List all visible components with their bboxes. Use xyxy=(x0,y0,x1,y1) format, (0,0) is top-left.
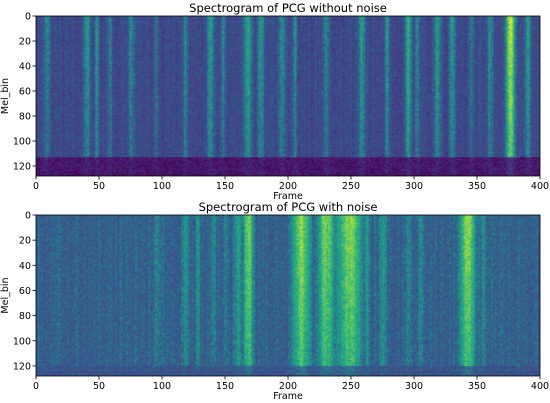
x-ticks: 0 50 100 150 200 250 300 350 400 xyxy=(33,176,549,192)
x-tick-label: 50 xyxy=(93,381,105,392)
x-axis-label: Frame xyxy=(273,191,303,202)
x-tick-label: 150 xyxy=(216,181,234,192)
y-tick-label: 20 xyxy=(19,37,31,48)
y-tick-label: 60 xyxy=(19,87,31,98)
x-axis-label: Frame xyxy=(273,391,303,402)
x-tick-label: 300 xyxy=(405,381,423,392)
y-tick-label: 0 xyxy=(25,12,31,23)
spectrogram-plot-with-noise: Spectrogram of PCG with noise 0 50 100 150 2… xyxy=(0,200,549,402)
y-tick-label: 80 xyxy=(19,112,31,123)
y-tick-label: 40 xyxy=(19,261,31,272)
x-ticks: 0 50 100 150 200 250 300 350 400 xyxy=(33,376,549,392)
y-tick-label: 0 xyxy=(25,211,31,222)
y-tick-label: 40 xyxy=(19,62,31,73)
y-tick-label: 100 xyxy=(13,137,31,148)
x-tick-label: 400 xyxy=(531,381,549,392)
x-tick-label: 250 xyxy=(342,381,360,392)
y-tick-label: 100 xyxy=(13,336,31,347)
y-tick-label: 60 xyxy=(19,286,31,297)
x-tick-label: 50 xyxy=(93,181,105,192)
y-axis-label: Mel_bin xyxy=(0,277,11,313)
spectrogram-plot-without-noise: Spectrogram of PCG without noise 0 50 100 1… xyxy=(0,1,549,202)
spectrogram-heatmap xyxy=(36,16,540,176)
x-tick-label: 250 xyxy=(342,181,360,192)
chart-title: Spectrogram of PCG without noise xyxy=(189,1,387,15)
y-tick-label: 120 xyxy=(13,361,31,372)
x-tick-label: 400 xyxy=(531,181,549,192)
x-tick-label: 100 xyxy=(153,181,171,192)
x-tick-label: 0 xyxy=(33,181,39,192)
x-tick-label: 350 xyxy=(468,181,486,192)
x-tick-label: 0 xyxy=(33,381,39,392)
y-tick-label: 120 xyxy=(13,162,31,173)
y-axis-label: Mel_bin xyxy=(0,78,11,114)
y-tick-label: 80 xyxy=(19,311,31,322)
y-tick-label: 20 xyxy=(19,236,31,247)
x-tick-label: 300 xyxy=(405,181,423,192)
x-tick-label: 100 xyxy=(153,381,171,392)
x-tick-label: 200 xyxy=(279,181,297,192)
x-tick-label: 350 xyxy=(468,381,486,392)
spectrogram-heatmap xyxy=(36,215,540,376)
x-tick-label: 200 xyxy=(279,381,297,392)
y-ticks: 0 20 40 60 80 100 120 xyxy=(13,12,36,173)
x-tick-label: 150 xyxy=(216,381,234,392)
chart-title: Spectrogram of PCG with noise xyxy=(199,200,378,214)
y-ticks: 0 20 40 60 80 100 120 xyxy=(13,211,36,372)
